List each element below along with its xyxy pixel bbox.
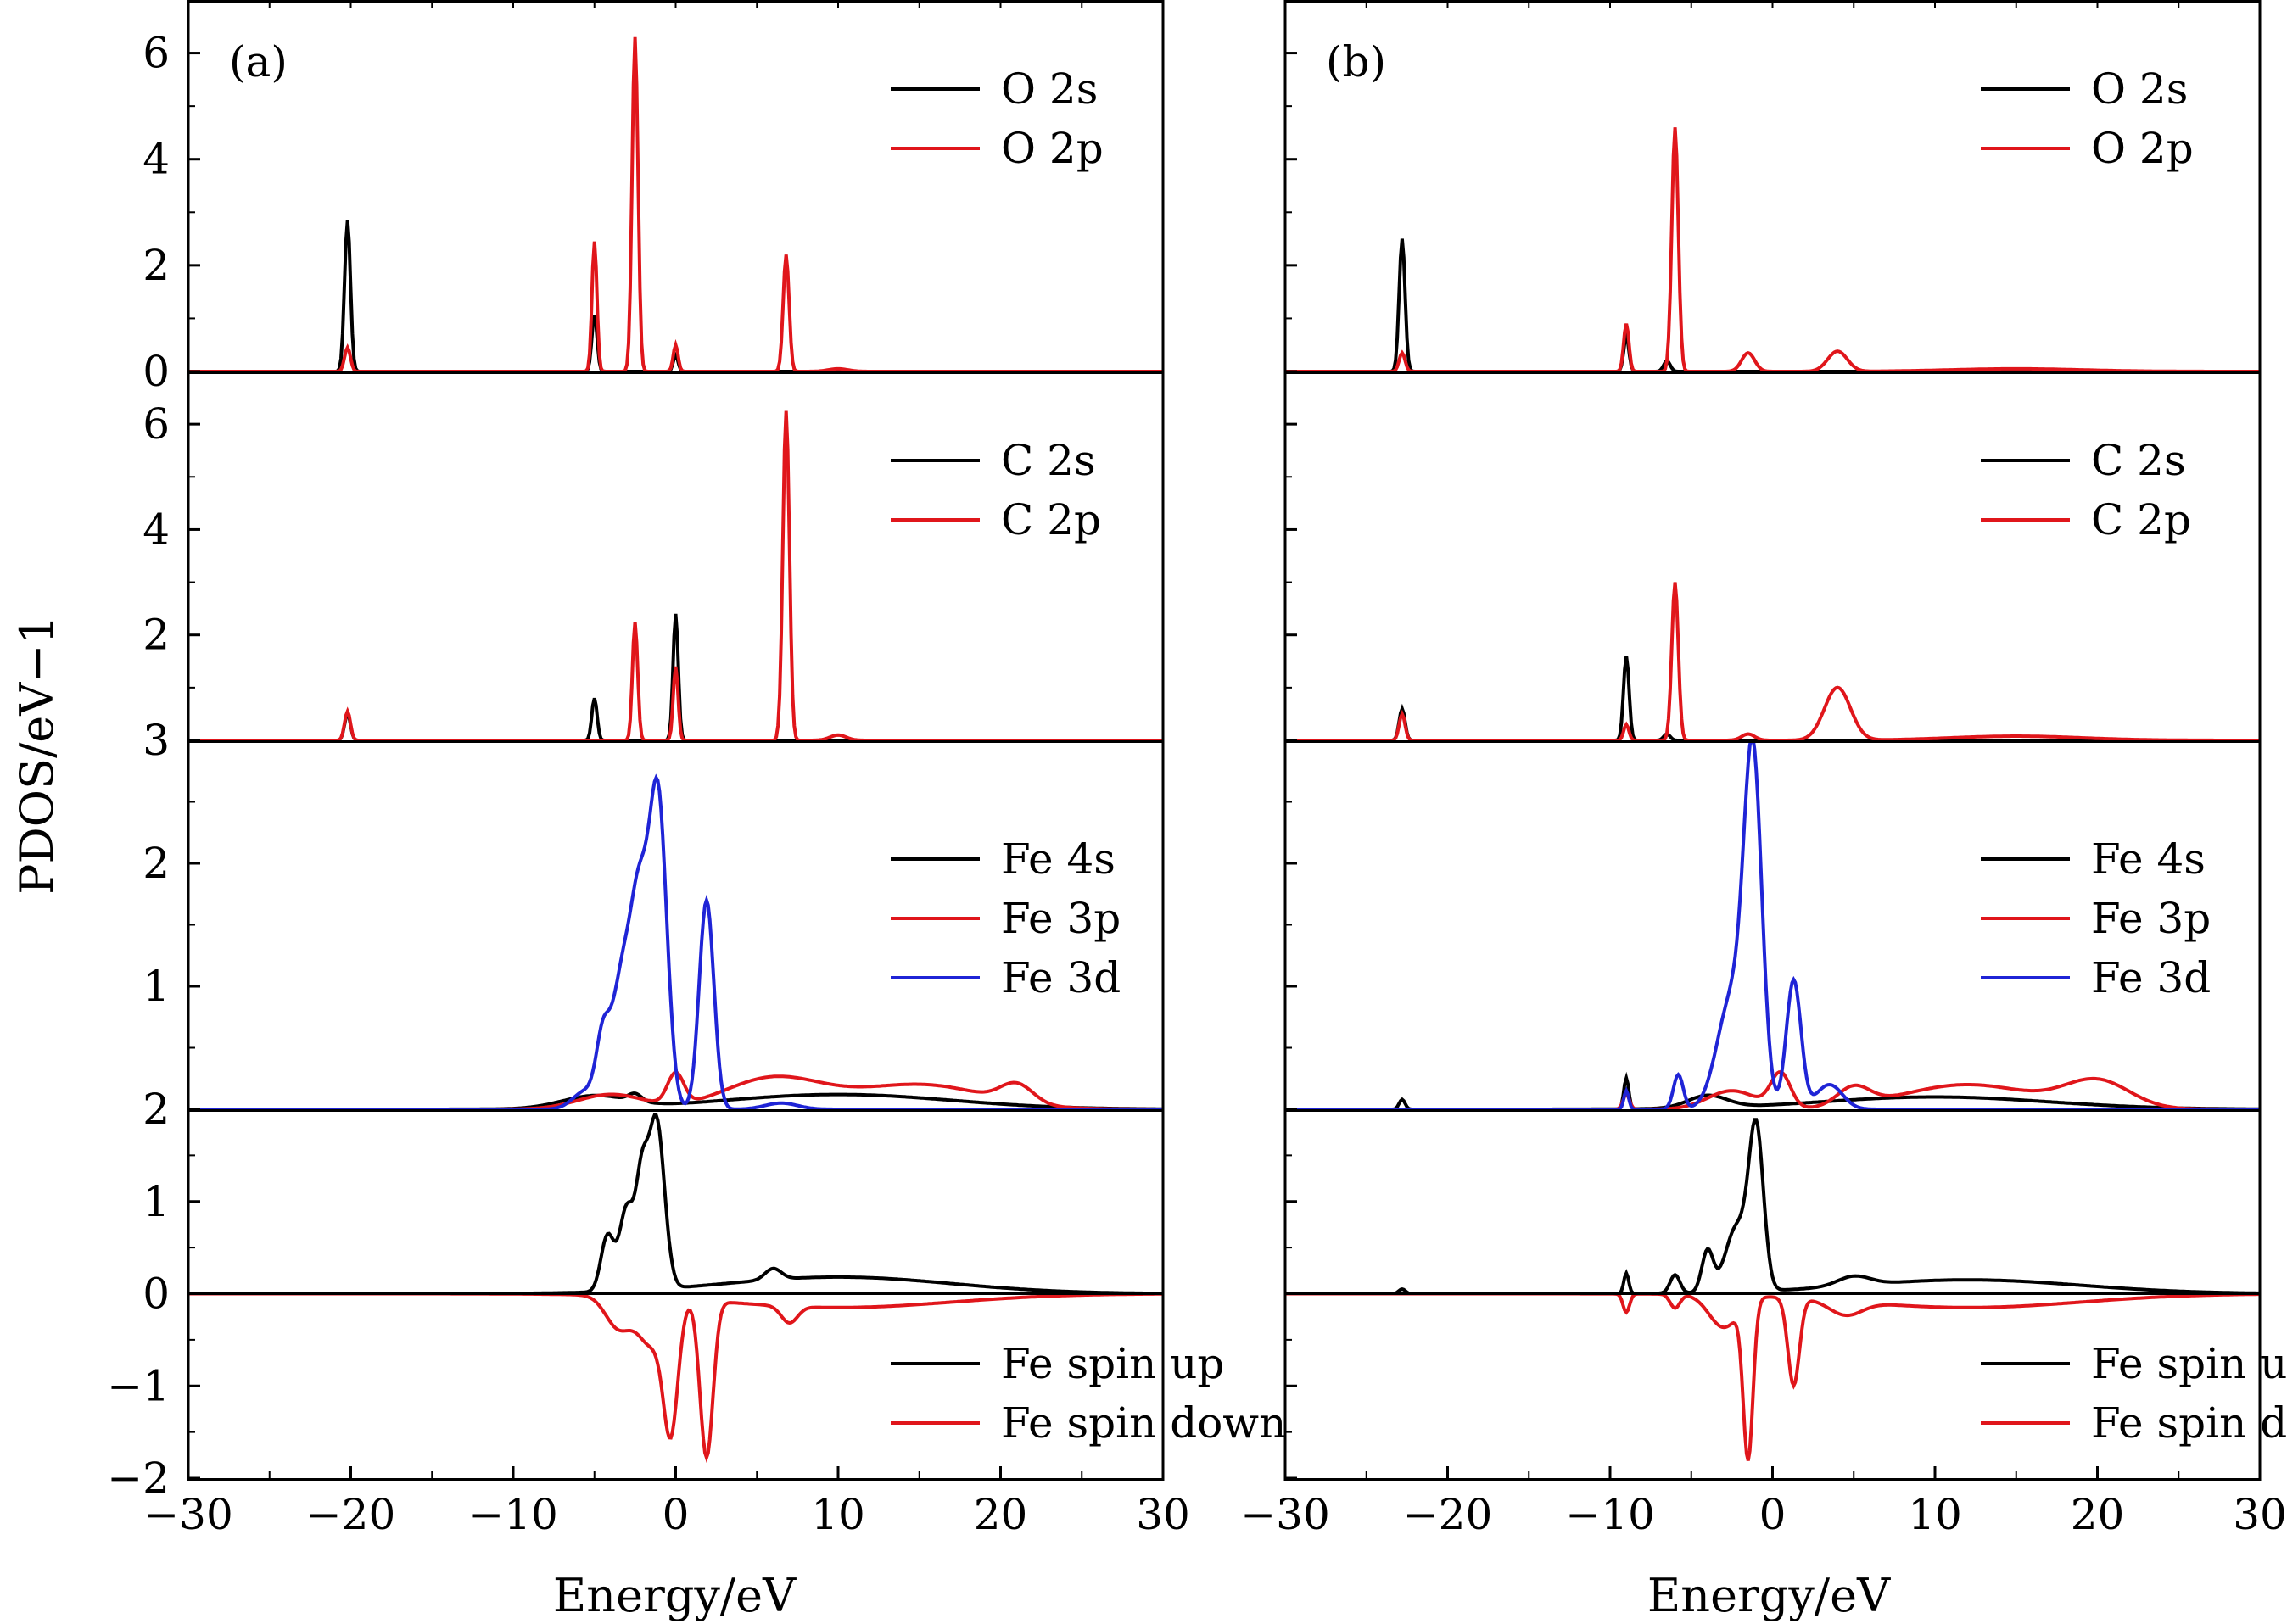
y-tick-label: −2 [107, 1454, 170, 1503]
legend-label: Fe spin down [2091, 1398, 2287, 1448]
y-tick-label: −1 [107, 1361, 170, 1410]
x-tick-label: −30 [1240, 1490, 1330, 1539]
y-tick-label: 1 [143, 1177, 170, 1226]
legend-label: C 2s [2091, 436, 2186, 485]
panel-tag: (b) [1326, 37, 1386, 87]
x-tick-label: −30 [143, 1490, 233, 1539]
series-line-o-2s [1285, 238, 2260, 371]
legend-label: C 2p [1001, 495, 1101, 544]
series-line-fe-4s [188, 1091, 1163, 1109]
series-line-fe-3d [188, 773, 1163, 1109]
series-line-fe-3d [1285, 740, 2260, 1109]
panel-tag: (a) [229, 37, 288, 87]
legend-label: Fe spin up [2091, 1339, 2287, 1388]
panel-frame [187, 0, 1165, 374]
series-line-o-2p [1285, 127, 2260, 371]
legend-label: Fe 3d [2091, 953, 2211, 1002]
x-axis-title-b: Energy/eV [1647, 1569, 1891, 1622]
legend-label: Fe spin up [1001, 1339, 1224, 1388]
x-tick-label: −10 [1565, 1490, 1655, 1539]
panel-frame [187, 1109, 1165, 1481]
legend-label: O 2p [1001, 124, 1104, 173]
panel-frame [1283, 0, 2262, 374]
y-tick-label: 2 [143, 611, 170, 660]
y-tick-label: 0 [143, 347, 170, 396]
series-line-c-2p [1285, 582, 2260, 740]
y-tick-label: 4 [143, 505, 170, 554]
series-line-o-2s [188, 220, 1163, 371]
y-tick-label: 6 [143, 29, 170, 78]
series-line-fe-spin-up [188, 1113, 1163, 1296]
series-line-c-2p [188, 410, 1163, 740]
y-axis-title: PDOS/eV−1 [10, 615, 64, 895]
y-tick-label: 2 [143, 241, 170, 290]
legend-label: Fe 3d [1001, 953, 1121, 1002]
series-line-fe-4s [1285, 1071, 2260, 1109]
legend-label: O 2s [1001, 64, 1098, 114]
y-tick-label: 2 [143, 839, 170, 888]
legend-label: Fe 4s [2091, 834, 2206, 884]
series-line-fe-spin-up [1285, 1118, 2260, 1296]
y-tick-label: 4 [143, 135, 170, 184]
y-tick-label: 3 [143, 716, 170, 765]
panel-frame [187, 371, 1165, 743]
legend-label: O 2p [2091, 124, 2194, 173]
x-tick-label: −20 [1403, 1490, 1493, 1539]
plot-b: O 2s O 2p C 2s C 2p Fe 4s Fe 3p Fe 3d Fe spin u… [1240, 0, 2287, 1539]
y-tick-label: 0 [143, 1270, 170, 1319]
y-tick-label: 2 [143, 1085, 170, 1134]
y-tick-label: 2 [143, 1085, 170, 1134]
x-tick-label: 30 [1136, 1490, 1190, 1539]
series-line-c-2s [1285, 656, 2260, 740]
x-axis-title-a: Energy/eV [553, 1569, 797, 1622]
legend-label: Fe spin down [1001, 1398, 1286, 1448]
legend-label: Fe 3p [1001, 894, 1121, 943]
panel-frame [1283, 1109, 2262, 1481]
panel-frame [1283, 371, 2262, 743]
legend-label: O 2s [2091, 64, 2188, 114]
y-tick-label: 6 [143, 399, 170, 449]
x-tick-label: 0 [663, 1490, 690, 1539]
x-tick-label: 20 [2071, 1490, 2125, 1539]
y-tick-label: 1 [143, 962, 170, 1011]
legend-label: Fe 4s [1001, 834, 1116, 884]
x-tick-label: 0 [1759, 1490, 1787, 1539]
x-tick-label: 20 [974, 1490, 1028, 1539]
legend-label: Fe 3p [2091, 894, 2211, 943]
legend-label: C 2p [2091, 495, 2191, 544]
x-tick-label: −10 [468, 1490, 558, 1539]
x-tick-label: 10 [1908, 1490, 1962, 1539]
y-tick-label: 3 [143, 716, 170, 765]
x-tick-label: 30 [2233, 1490, 2287, 1539]
series-line-o-2p [188, 36, 1163, 371]
legend-label: C 2s [1001, 436, 1096, 485]
x-tick-label: −20 [306, 1490, 396, 1539]
x-tick-label: 10 [811, 1490, 865, 1539]
